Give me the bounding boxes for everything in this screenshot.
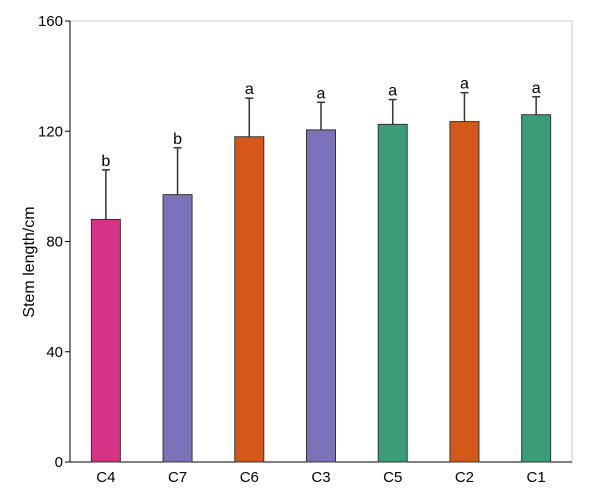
bar-C1 — [521, 114, 552, 463]
significance-labels: b b a a a a a — [101, 76, 540, 170]
bar-C6 — [234, 136, 265, 463]
significance-label-C6: a — [245, 81, 254, 98]
bar-C3 — [306, 129, 336, 463]
significance-label-C1: a — [532, 80, 541, 97]
y-axis-title: Stem length/cm — [21, 206, 38, 317]
significance-label-C5: a — [388, 83, 397, 100]
bar-C4 — [90, 218, 121, 463]
category-label-C1: C1 — [527, 469, 546, 486]
category-label-C6: C6 — [240, 469, 259, 486]
bar-C7 — [162, 194, 193, 463]
category-label-C5: C5 — [383, 469, 402, 486]
significance-label-C2: a — [460, 76, 469, 93]
error-bars — [101, 91, 541, 220]
y-tick-label: 40 — [46, 344, 63, 361]
bars — [90, 114, 552, 463]
y-tick-label: 0 — [55, 454, 63, 471]
significance-label-C3: a — [317, 85, 326, 102]
category-label-C3: C3 — [311, 469, 330, 486]
significance-label-C4: b — [101, 153, 110, 170]
bar-C2 — [449, 121, 480, 463]
category-label-C2: C2 — [455, 469, 474, 486]
y-ticks: 0 40 80 120 160 — [38, 13, 70, 471]
y-tick-label: 160 — [38, 13, 63, 30]
y-tick-label: 80 — [46, 234, 63, 251]
y-tick-label: 120 — [38, 123, 63, 140]
category-label-C7: C7 — [168, 469, 187, 486]
category-labels: C4 C7 C6 C3 C5 C2 C1 — [96, 469, 545, 486]
bar-C5 — [377, 123, 408, 463]
category-label-C4: C4 — [96, 469, 115, 486]
significance-label-C7: b — [173, 131, 182, 148]
